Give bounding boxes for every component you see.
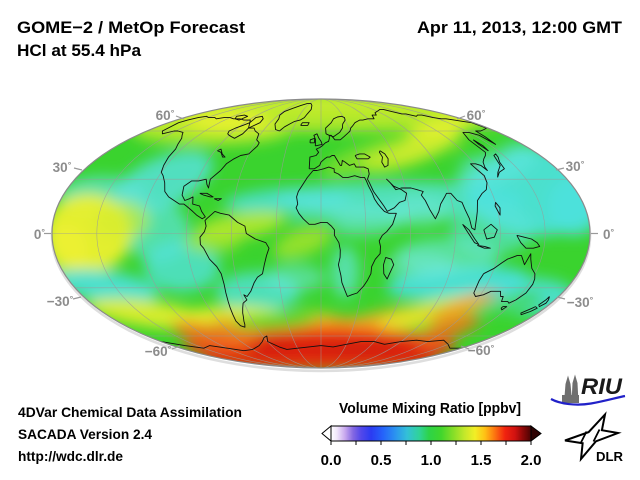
svg-text:DLR: DLR bbox=[596, 450, 623, 464]
svg-text:SACADA Version 2.4: SACADA Version 2.4 bbox=[18, 426, 152, 442]
svg-text:0.5: 0.5 bbox=[371, 452, 392, 469]
svg-text:60°: 60° bbox=[467, 108, 486, 123]
svg-text:0.0: 0.0 bbox=[321, 452, 342, 469]
svg-text:4DVar Chemical Data Assimilati: 4DVar Chemical Data Assimilation bbox=[18, 404, 242, 420]
svg-text:−30°: −30° bbox=[567, 295, 594, 310]
svg-text:−60°: −60° bbox=[145, 344, 172, 359]
svg-text:Apr 11, 2013, 12:00 GMT: Apr 11, 2013, 12:00 GMT bbox=[417, 18, 623, 37]
svg-text:60°: 60° bbox=[156, 108, 175, 123]
svg-text:1.5: 1.5 bbox=[471, 452, 492, 469]
svg-text:30°: 30° bbox=[566, 159, 585, 174]
svg-text:Volume Mixing Ratio [ppbv]: Volume Mixing Ratio [ppbv] bbox=[339, 400, 521, 417]
svg-text:1.0: 1.0 bbox=[421, 452, 442, 469]
svg-text:0°: 0° bbox=[603, 227, 615, 242]
svg-text:HCl at 55.4 hPa: HCl at 55.4 hPa bbox=[17, 41, 142, 60]
svg-text:−30°: −30° bbox=[47, 294, 74, 309]
svg-text:http://wdc.dlr.de: http://wdc.dlr.de bbox=[18, 448, 123, 464]
svg-text:−60°: −60° bbox=[468, 343, 495, 358]
svg-text:RIU: RIU bbox=[581, 374, 623, 399]
svg-text:30°: 30° bbox=[53, 160, 72, 175]
svg-text:0°: 0° bbox=[34, 227, 46, 242]
svg-text:GOME−2 / MetOp Forecast: GOME−2 / MetOp Forecast bbox=[17, 18, 245, 37]
svg-text:2.0: 2.0 bbox=[521, 452, 542, 469]
